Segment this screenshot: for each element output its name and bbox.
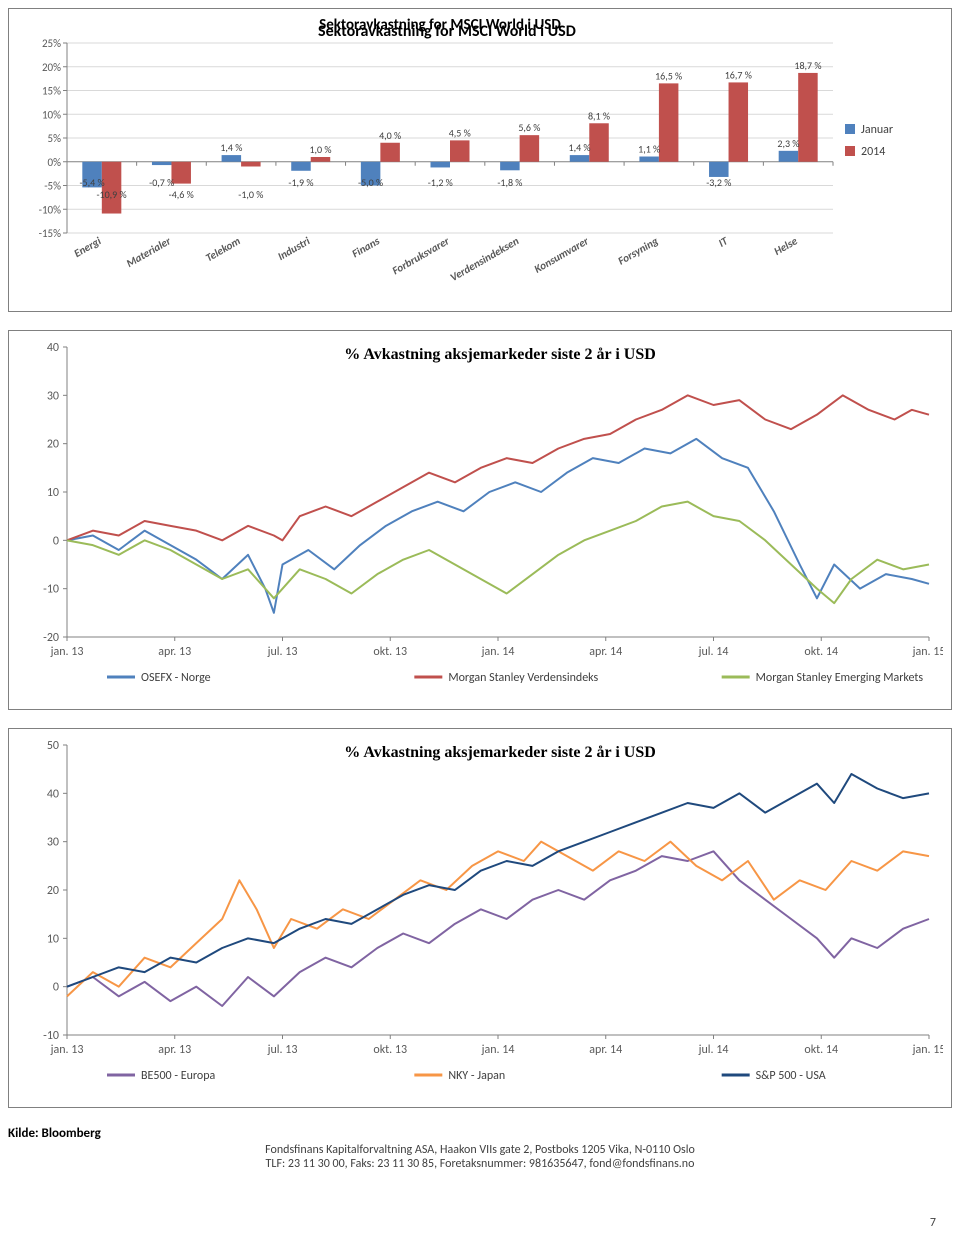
svg-text:NKY - Japan: NKY - Japan (448, 1069, 505, 1083)
svg-text:IT: IT (716, 234, 730, 250)
svg-text:40: 40 (47, 341, 59, 355)
svg-text:-10,9 %: -10,9 % (96, 188, 126, 201)
chart1-title: Sektoravkastning for MSCI World i USD (318, 22, 576, 41)
svg-text:Konsumvarer: Konsumvarer (532, 234, 591, 275)
svg-text:okt. 14: okt. 14 (804, 645, 838, 659)
svg-text:jan. 13: jan. 13 (50, 1043, 84, 1057)
svg-text:-1,9 %: -1,9 % (288, 176, 313, 189)
svg-text:1,4 %: 1,4 % (220, 141, 242, 154)
svg-text:30: 30 (47, 836, 59, 850)
sector-return-chart: Sektoravkastning for MSCI World i USD -15… (17, 15, 943, 305)
svg-text:20: 20 (47, 884, 59, 898)
svg-text:5,6 %: 5,6 % (518, 121, 540, 134)
svg-text:Verdensindeksen: Verdensindeksen (448, 234, 521, 284)
svg-text:jan. 14: jan. 14 (481, 1043, 515, 1057)
svg-text:0: 0 (53, 534, 59, 548)
svg-text:20: 20 (47, 438, 59, 452)
svg-text:40: 40 (47, 787, 59, 801)
svg-text:jul. 14: jul. 14 (698, 645, 729, 659)
svg-text:Industri: Industri (275, 234, 312, 263)
svg-text:5%: 5% (48, 132, 62, 145)
svg-text:% Avkastning aksjemarkeder sis: % Avkastning aksjemarkeder siste 2 år i … (344, 744, 656, 761)
svg-text:jul. 13: jul. 13 (267, 1043, 298, 1057)
svg-text:jan. 14: jan. 14 (481, 645, 515, 659)
svg-text:% Avkastning aksjemarkeder sis: % Avkastning aksjemarkeder siste 2 år i … (344, 346, 656, 363)
svg-text:2,3 %: 2,3 % (777, 137, 799, 150)
sector-return-panel: Sektoravkastning for MSCI World i USD Se… (8, 8, 952, 312)
svg-text:okt. 14: okt. 14 (804, 1043, 838, 1057)
svg-text:-20: -20 (43, 631, 59, 645)
svg-text:OSEFX - Norge: OSEFX - Norge (141, 671, 211, 685)
svg-text:1,4 %: 1,4 % (569, 141, 591, 154)
svg-text:1,1 %: 1,1 % (638, 143, 660, 156)
svg-text:Energi: Energi (72, 234, 104, 260)
svg-text:okt. 13: okt. 13 (373, 645, 407, 659)
equity-return-panel-1: % Avkastning aksjemarkeder siste 2 år i … (8, 330, 952, 710)
svg-text:Materialer: Materialer (124, 234, 173, 270)
svg-text:-1,2 %: -1,2 % (428, 176, 453, 189)
svg-text:okt. 13: okt. 13 (373, 1043, 407, 1057)
svg-text:10%: 10% (42, 108, 61, 121)
svg-text:apr. 14: apr. 14 (589, 645, 622, 659)
svg-text:S&P 500 - USA: S&P 500 - USA (756, 1069, 826, 1083)
footer-org: Fondsfinans Kapitalforvaltning ASA, Haak… (8, 1143, 952, 1157)
svg-text:jul. 14: jul. 14 (698, 1043, 729, 1057)
svg-text:-5,0 %: -5,0 % (358, 176, 383, 189)
svg-text:apr. 14: apr. 14 (589, 1043, 622, 1057)
svg-text:Januar: Januar (861, 123, 893, 137)
svg-text:10: 10 (47, 932, 59, 946)
svg-text:Forsyning: Forsyning (616, 234, 661, 267)
svg-text:-3,2 %: -3,2 % (706, 176, 731, 189)
svg-text:4,0 %: 4,0 % (379, 129, 401, 142)
svg-text:16,5 %: 16,5 % (655, 69, 682, 82)
svg-text:30: 30 (47, 389, 59, 403)
svg-text:-5%: -5% (44, 180, 61, 193)
equity-return-chart-1: % Avkastning aksjemarkeder siste 2 år i … (17, 337, 943, 703)
svg-text:18,7 %: 18,7 % (794, 59, 821, 72)
footer-tel: TLF: 23 11 30 00, Faks: 23 11 30 85, For… (8, 1157, 952, 1171)
svg-text:20%: 20% (42, 61, 61, 74)
svg-text:-1,0 %: -1,0 % (238, 188, 263, 201)
svg-text:BE500 - Europa: BE500 - Europa (141, 1069, 216, 1083)
svg-text:apr. 13: apr. 13 (158, 1043, 191, 1057)
svg-text:apr. 13: apr. 13 (158, 645, 191, 659)
svg-text:Telekom: Telekom (203, 234, 242, 264)
svg-text:1,0 %: 1,0 % (309, 143, 331, 156)
svg-text:jan. 13: jan. 13 (50, 645, 84, 659)
svg-text:jan. 15: jan. 15 (912, 645, 943, 659)
svg-text:-10: -10 (43, 1029, 59, 1043)
source-label: Kilde: Bloomberg (8, 1126, 952, 1141)
svg-text:8,1 %: 8,1 % (588, 109, 610, 122)
svg-text:0%: 0% (48, 156, 62, 169)
page-number: 7 (930, 1216, 936, 1230)
svg-text:-1,8 %: -1,8 % (497, 176, 522, 189)
svg-text:4,5 %: 4,5 % (449, 126, 471, 139)
svg-text:Morgan Stanley Verdensindeks: Morgan Stanley Verdensindeks (448, 671, 598, 685)
svg-text:-10%: -10% (39, 203, 62, 216)
svg-text:Finans: Finans (350, 234, 383, 260)
svg-text:Morgan Stanley Emerging Market: Morgan Stanley Emerging Markets (756, 671, 924, 685)
svg-text:Helse: Helse (772, 234, 800, 258)
svg-text:10: 10 (47, 486, 59, 500)
equity-return-chart-2: % Avkastning aksjemarkeder siste 2 år i … (17, 735, 943, 1101)
equity-return-panel-2: % Avkastning aksjemarkeder siste 2 år i … (8, 728, 952, 1108)
svg-text:2014: 2014 (861, 145, 885, 159)
svg-text:jan. 15: jan. 15 (912, 1043, 943, 1057)
svg-text:jul. 13: jul. 13 (267, 645, 298, 659)
svg-text:-10: -10 (43, 583, 59, 597)
svg-text:0: 0 (53, 981, 59, 995)
svg-text:Forbruksvarer: Forbruksvarer (390, 234, 452, 277)
svg-text:15%: 15% (42, 85, 61, 98)
svg-text:-15%: -15% (39, 227, 62, 240)
svg-text:-4,6 %: -4,6 % (169, 188, 194, 201)
svg-text:50: 50 (47, 739, 59, 753)
svg-text:25%: 25% (42, 37, 61, 50)
svg-text:16,7 %: 16,7 % (725, 68, 752, 81)
